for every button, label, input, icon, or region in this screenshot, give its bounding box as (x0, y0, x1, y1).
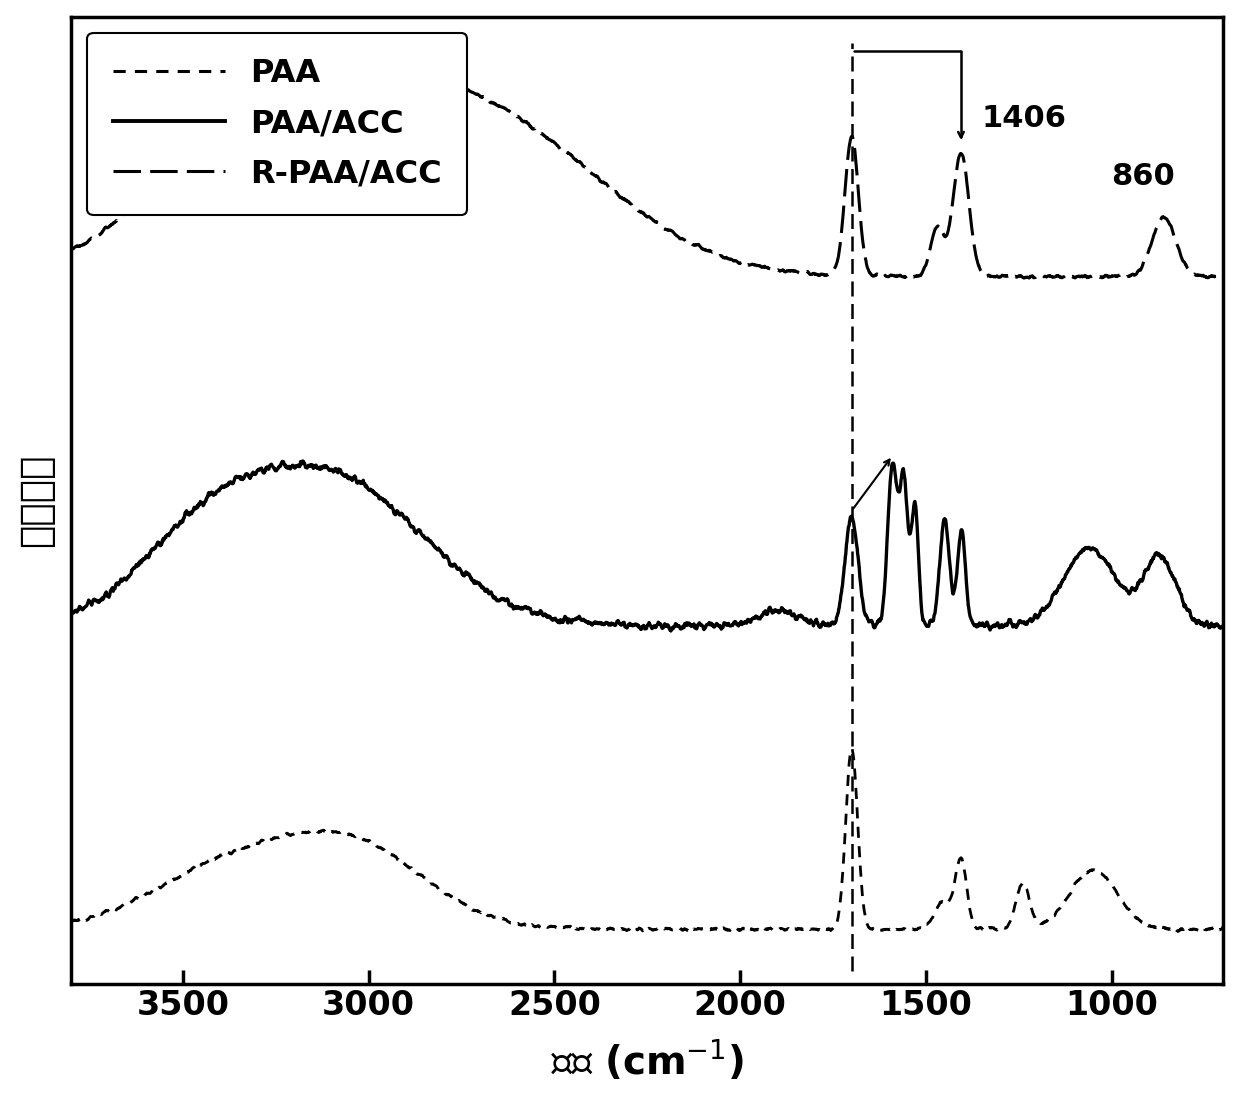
PAA (64, 915, 79, 929)
PAA (195, 857, 210, 870)
PAA (506, 917, 521, 930)
PAA/ACC (264, 458, 279, 471)
R-PAA/ACC (1022, 271, 1037, 285)
R-PAA/ACC (325, 49, 340, 63)
Text: 860: 860 (1111, 162, 1176, 191)
R-PAA/ACC (1194, 269, 1209, 282)
R-PAA/ACC (195, 125, 210, 138)
PAA/ACC (1216, 619, 1231, 632)
Legend: PAA, PAA/ACC, R-PAA/ACC: PAA, PAA/ACC, R-PAA/ACC (87, 33, 467, 215)
PAA/ACC (506, 602, 521, 615)
PAA (556, 921, 570, 934)
PAA/ACC (295, 454, 310, 467)
PAA/ACC (663, 624, 678, 637)
Line: R-PAA/ACC: R-PAA/ACC (72, 56, 1224, 278)
PAA/ACC (1194, 618, 1209, 631)
PAA/ACC (556, 613, 570, 626)
R-PAA/ACC (64, 242, 79, 255)
PAA/ACC (195, 498, 210, 511)
R-PAA/ACC (1070, 269, 1085, 282)
PAA/ACC (64, 606, 79, 619)
R-PAA/ACC (556, 144, 570, 157)
PAA (264, 833, 279, 846)
Line: PAA/ACC: PAA/ACC (72, 460, 1224, 631)
PAA (1070, 875, 1085, 888)
PAA (1171, 925, 1185, 939)
R-PAA/ACC (1216, 271, 1231, 285)
PAA (1194, 924, 1209, 937)
R-PAA/ACC (506, 109, 521, 122)
Y-axis label: 吸收强度: 吸收强度 (16, 454, 55, 547)
PAA (844, 742, 859, 755)
Text: 1406: 1406 (982, 103, 1066, 133)
Line: PAA: PAA (72, 748, 1224, 932)
PAA/ACC (1070, 551, 1085, 564)
PAA (1216, 920, 1231, 933)
X-axis label: 波数 (cm$^{-1}$): 波数 (cm$^{-1}$) (551, 1039, 744, 1083)
R-PAA/ACC (264, 66, 279, 79)
